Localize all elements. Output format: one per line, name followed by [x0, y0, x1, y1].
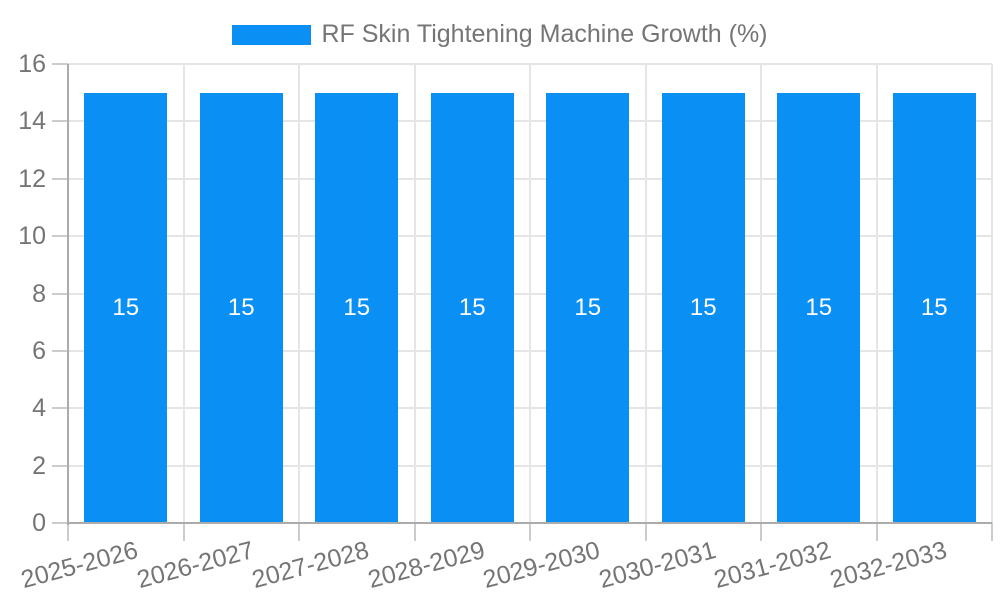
- bar: 15: [661, 92, 745, 523]
- legend-swatch: [232, 24, 312, 45]
- bar-value-label: 15: [574, 293, 602, 321]
- bar: 15: [199, 92, 283, 523]
- x-axis-tick: [760, 523, 762, 541]
- x-axis-tick: [644, 523, 647, 541]
- gridline-vertical: [182, 64, 185, 523]
- chart-legend: RF Skin Tightening Machine Growth (%): [0, 22, 1000, 47]
- y-axis-tick-label: 0: [32, 509, 46, 537]
- gridline-vertical: [413, 64, 416, 523]
- bar-value-label: 15: [805, 293, 833, 321]
- y-axis-tick: [52, 235, 68, 238]
- bar-value-label: 15: [920, 293, 948, 321]
- x-axis-tick: [875, 523, 878, 541]
- y-axis-tick-label: 8: [32, 279, 46, 308]
- gridline-vertical: [298, 64, 300, 523]
- x-axis-tick-label: 2027-2028: [249, 536, 372, 594]
- bar: 15: [892, 92, 976, 523]
- x-axis-tick: [67, 523, 69, 541]
- y-axis-tick-label: 12: [18, 164, 46, 193]
- x-axis-tick-label: 2026-2027: [133, 536, 257, 594]
- bar-value-label: 15: [689, 293, 717, 321]
- gridline-vertical: [991, 64, 993, 523]
- y-axis-tick: [52, 407, 68, 410]
- bar: 15: [546, 92, 630, 523]
- bar-value-label: 15: [458, 293, 486, 321]
- gridline-vertical: [529, 64, 531, 523]
- y-axis-tick-label: 16: [18, 50, 46, 78]
- x-axis-tick-label: 2025-2026: [18, 536, 141, 594]
- x-axis-tick: [529, 523, 531, 541]
- bar-value-label: 15: [112, 293, 140, 321]
- y-axis-tick: [52, 120, 68, 123]
- gridline-vertical: [875, 64, 878, 523]
- x-axis-tick-label: 2030-2031: [595, 536, 719, 594]
- bar: 15: [430, 92, 514, 523]
- x-axis-tick: [182, 523, 185, 541]
- bar-value-label: 15: [227, 293, 255, 321]
- x-axis-tick-label: 2028-2029: [364, 536, 488, 594]
- gridline-vertical: [644, 64, 647, 523]
- y-axis-tick: [52, 349, 68, 352]
- x-axis-tick-label: 2029-2030: [480, 536, 603, 594]
- bar-value-label: 15: [343, 293, 371, 321]
- y-axis-tick: [52, 464, 68, 467]
- x-axis-tick-label: 2031-2032: [711, 536, 834, 594]
- bar: 15: [315, 92, 399, 523]
- y-axis-tick: [52, 177, 68, 180]
- x-axis-tick: [413, 523, 416, 541]
- y-axis-tick-label: 4: [32, 394, 46, 423]
- legend-label: RF Skin Tightening Machine Growth (%): [321, 20, 768, 48]
- x-axis-tick: [991, 523, 993, 541]
- x-axis-line: [68, 522, 992, 524]
- y-axis-tick-label: 6: [32, 336, 46, 365]
- y-axis-tick: [52, 63, 68, 65]
- bar: 15: [84, 92, 168, 523]
- x-axis-tick-label: 2032-2033: [826, 536, 950, 594]
- y-axis-tick-label: 14: [18, 107, 46, 136]
- y-axis-line: [67, 64, 69, 525]
- y-axis-tick: [52, 292, 68, 295]
- bar: 15: [777, 92, 861, 523]
- y-axis-tick-label: 2: [32, 451, 46, 480]
- y-axis-tick-label: 10: [18, 222, 46, 251]
- gridline-vertical: [760, 64, 762, 523]
- y-axis-tick: [52, 522, 68, 524]
- x-axis-tick: [298, 523, 300, 541]
